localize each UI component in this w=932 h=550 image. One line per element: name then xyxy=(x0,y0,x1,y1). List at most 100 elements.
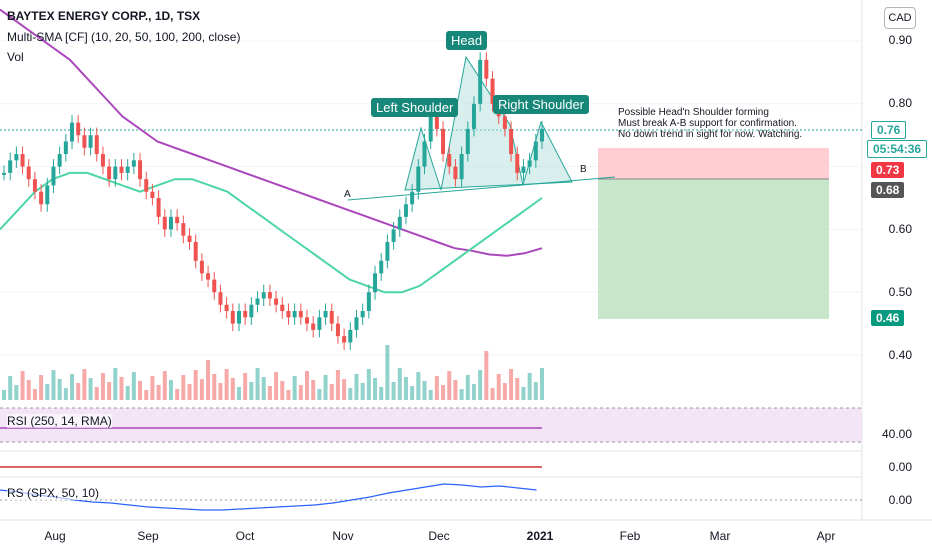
candle-body xyxy=(168,216,173,230)
candle-body xyxy=(100,154,105,167)
volume-bar xyxy=(218,383,223,400)
volume-bar xyxy=(32,389,37,400)
left-shoulder-label[interactable]: Left Shoulder xyxy=(371,98,459,117)
candle-body xyxy=(305,317,310,324)
volume-bar xyxy=(274,372,279,400)
candle-body xyxy=(144,179,149,192)
candle-body xyxy=(379,260,384,274)
volume-bar xyxy=(150,376,155,400)
volume-bar xyxy=(138,381,143,400)
volume-bar xyxy=(410,386,415,400)
candle-body xyxy=(212,279,217,293)
volume-bar xyxy=(144,390,149,400)
volume-bar xyxy=(441,385,446,400)
head-label[interactable]: Head xyxy=(446,31,488,50)
rsi-tick-zero: 0.00 xyxy=(888,460,912,474)
right-shoulder-label[interactable]: Right Shoulder xyxy=(493,95,589,114)
volume-bar xyxy=(416,372,421,400)
candle-body xyxy=(82,135,87,148)
volume-bar xyxy=(471,384,476,400)
volume-bar xyxy=(478,370,483,400)
time-tick: Oct xyxy=(235,529,255,543)
volume-bar xyxy=(113,368,118,400)
volume-bar xyxy=(305,371,310,400)
volume-bar xyxy=(119,377,124,400)
candle-body xyxy=(478,59,483,104)
volume-bar xyxy=(379,387,384,400)
candle-body xyxy=(224,304,229,312)
volume-bar xyxy=(88,378,93,400)
candle-body xyxy=(490,78,495,104)
candle-body xyxy=(249,304,254,318)
last-price-badge: 0.76 xyxy=(871,121,907,139)
volume-bar xyxy=(348,388,353,400)
candle-body xyxy=(14,154,19,161)
sma-indicator-label[interactable]: Multi-SMA [CF] (10, 20, 50, 100, 200, cl… xyxy=(7,30,241,44)
candle-body xyxy=(416,166,421,192)
volume-bar xyxy=(521,387,526,400)
note-line-3: No down trend in sight for now. Watching… xyxy=(618,129,803,140)
volume-bar xyxy=(63,388,68,400)
volume-bar xyxy=(175,389,180,400)
candle-body xyxy=(274,298,279,305)
volume-bar xyxy=(391,382,396,400)
rs-pane-label[interactable]: RS (SPX, 50, 10) xyxy=(7,486,100,500)
candle-body xyxy=(447,154,452,167)
candle-body xyxy=(199,260,204,274)
volume-bar xyxy=(509,369,514,400)
volume-indicator-label[interactable]: Vol xyxy=(7,50,24,64)
volume-bar xyxy=(280,381,285,400)
rsi-tick: 40.00 xyxy=(881,427,912,441)
volume-bar xyxy=(20,371,25,400)
price-tick: 0.40 xyxy=(888,348,912,362)
volume-bar xyxy=(453,380,458,400)
candle-body xyxy=(32,179,37,192)
volume-bar xyxy=(403,377,408,400)
candle-body xyxy=(354,317,359,330)
volume-bar xyxy=(465,375,470,400)
volume-bar xyxy=(51,370,56,400)
candle-body xyxy=(280,304,285,312)
candle-body xyxy=(261,292,266,299)
rsi-pane-label[interactable]: RSI (250, 14, RMA) xyxy=(7,414,112,428)
rsi-band xyxy=(0,408,862,442)
candle-body xyxy=(187,235,192,242)
candle-body xyxy=(150,191,155,198)
candle-body xyxy=(540,128,544,142)
point-a-label: A xyxy=(344,189,351,200)
candle-body xyxy=(20,154,25,167)
volume-bar xyxy=(267,386,272,400)
time-tick: Nov xyxy=(332,529,354,543)
volume-bar xyxy=(100,373,105,400)
candle-body xyxy=(255,298,260,305)
volume-bar xyxy=(125,386,130,400)
candle-body xyxy=(428,116,433,142)
volume-bar xyxy=(2,390,6,400)
point-b-label: B xyxy=(580,164,587,175)
neckline-a-b xyxy=(347,176,616,201)
candle-body xyxy=(422,141,427,167)
candle-body xyxy=(162,216,167,230)
currency-button[interactable]: CAD xyxy=(884,7,916,29)
candle-body xyxy=(107,166,112,180)
volume-bar xyxy=(366,369,371,400)
volume-bar xyxy=(515,378,520,400)
volume-bar xyxy=(496,374,501,400)
candle-body xyxy=(156,198,161,217)
candle-body xyxy=(230,311,235,324)
candle-body xyxy=(286,311,291,318)
candle-body xyxy=(502,116,507,129)
candle-body xyxy=(206,273,211,280)
candle-body xyxy=(471,103,476,129)
price-tick: 0.90 xyxy=(888,33,912,47)
volume-bar xyxy=(199,379,204,400)
volume-bar xyxy=(459,389,464,400)
sma-fast-line xyxy=(0,171,543,294)
note-line-1: Possible Head'n Shoulder forming xyxy=(618,107,769,118)
volume-bar xyxy=(502,383,507,400)
candle-body xyxy=(342,336,347,343)
volume-bar xyxy=(39,375,44,400)
time-tick: Aug xyxy=(44,529,66,543)
stop-zone xyxy=(598,148,829,179)
